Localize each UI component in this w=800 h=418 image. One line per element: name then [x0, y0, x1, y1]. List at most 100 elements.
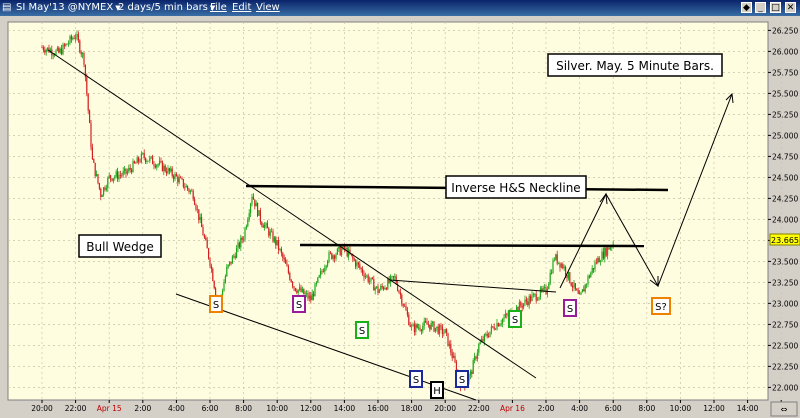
candle: [93, 158, 95, 164]
candle: [104, 185, 106, 192]
candle: [324, 264, 326, 275]
candle: [61, 44, 63, 56]
candle: [177, 174, 179, 187]
candle: [518, 299, 520, 312]
y-tick-label: 24.000: [772, 215, 798, 224]
candle: [566, 274, 568, 282]
candle: [282, 251, 284, 262]
x-tick-label: 12:00: [300, 404, 322, 413]
candles: [41, 30, 614, 392]
candle: [206, 237, 208, 249]
marker-label: S: [459, 375, 465, 386]
candle: [538, 296, 540, 301]
candle: [161, 160, 163, 172]
minimize-icon[interactable]: _: [755, 2, 766, 13]
candle: [285, 257, 287, 264]
candle: [283, 254, 285, 263]
candle: [560, 262, 562, 269]
title-bar: ▤ SI May'13 @NYMEX ▼ 2 days/5 min bars ▼ F…: [0, 0, 800, 16]
candle: [250, 202, 252, 218]
candle: [275, 236, 277, 249]
x-tick-label: 10:00: [670, 404, 692, 413]
candle: [153, 161, 155, 170]
y-tick-label: 26.250: [772, 26, 798, 35]
candle: [175, 172, 177, 177]
candle: [273, 235, 275, 244]
close-icon[interactable]: ✕: [785, 2, 796, 13]
marker-7: S: [563, 299, 577, 317]
candle: [240, 234, 242, 251]
candle: [112, 178, 114, 184]
chevron-down-icon: ▼: [115, 4, 121, 12]
candle: [108, 172, 110, 179]
candle: [209, 257, 211, 268]
menu-file[interactable]: File: [210, 2, 227, 13]
candle: [549, 269, 551, 286]
candle: [257, 202, 259, 218]
candle: [412, 322, 414, 327]
candle: [255, 200, 257, 207]
menu-view[interactable]: View: [256, 2, 280, 13]
candle: [301, 286, 303, 293]
candle: [595, 258, 597, 265]
candle: [307, 290, 309, 301]
candle: [66, 43, 68, 45]
y-tick-label: 22.500: [772, 341, 798, 350]
y-tick-label: 23.000: [772, 299, 798, 308]
candle: [196, 205, 198, 214]
candle: [80, 50, 82, 58]
candle: [422, 322, 424, 334]
candle: [181, 176, 183, 181]
candle: [360, 267, 362, 273]
candle: [142, 152, 144, 156]
options-icon[interactable]: ◆: [741, 2, 752, 13]
candle: [132, 158, 134, 173]
arrow-head: [599, 192, 608, 205]
candle: [436, 326, 438, 332]
wedge-label: Bull Wedge: [86, 240, 153, 254]
candle: [303, 288, 305, 295]
candle: [44, 46, 46, 55]
candle: [579, 290, 581, 295]
candle: [376, 286, 378, 289]
candle: [139, 158, 141, 164]
wedge-label-box: Bull Wedge: [78, 234, 162, 258]
candle: [552, 257, 554, 274]
timeframe-selector[interactable]: 2 days/5 min bars ▼: [118, 0, 215, 16]
candle: [178, 173, 180, 185]
candle: [213, 280, 215, 290]
maximize-icon[interactable]: □: [770, 2, 781, 13]
candle: [272, 228, 274, 243]
corner-button[interactable]: ⇔: [770, 401, 798, 417]
candle: [602, 247, 604, 260]
symbol-selector[interactable]: SI May'13 @NYMEX ▼: [16, 0, 121, 16]
candle: [496, 319, 498, 331]
candle: [551, 269, 553, 275]
candle: [425, 317, 427, 323]
x-tick-label: 22:00: [65, 404, 87, 413]
candle: [539, 285, 541, 300]
candle: [402, 303, 404, 308]
price-chart[interactable]: 26.250 26.000 25.750 25.500 25.250 25.000 24.7…: [0, 16, 800, 418]
candle: [208, 247, 210, 260]
candle: [454, 352, 456, 364]
candle: [236, 244, 238, 259]
candle: [184, 182, 186, 191]
candle: [187, 185, 189, 192]
candle: [405, 302, 407, 311]
candle: [170, 165, 172, 173]
candle: [58, 46, 60, 54]
candle: [234, 252, 236, 260]
candle: [367, 273, 369, 284]
candle: [363, 270, 365, 282]
candle: [366, 274, 368, 278]
y-tick-label: 24.500: [772, 173, 798, 182]
candle: [398, 289, 400, 294]
marker-4: H: [430, 381, 444, 399]
candle: [493, 323, 495, 331]
menu-edit[interactable]: Edit: [232, 2, 252, 13]
candle: [244, 226, 246, 243]
candle: [160, 157, 162, 164]
candle: [138, 156, 140, 165]
